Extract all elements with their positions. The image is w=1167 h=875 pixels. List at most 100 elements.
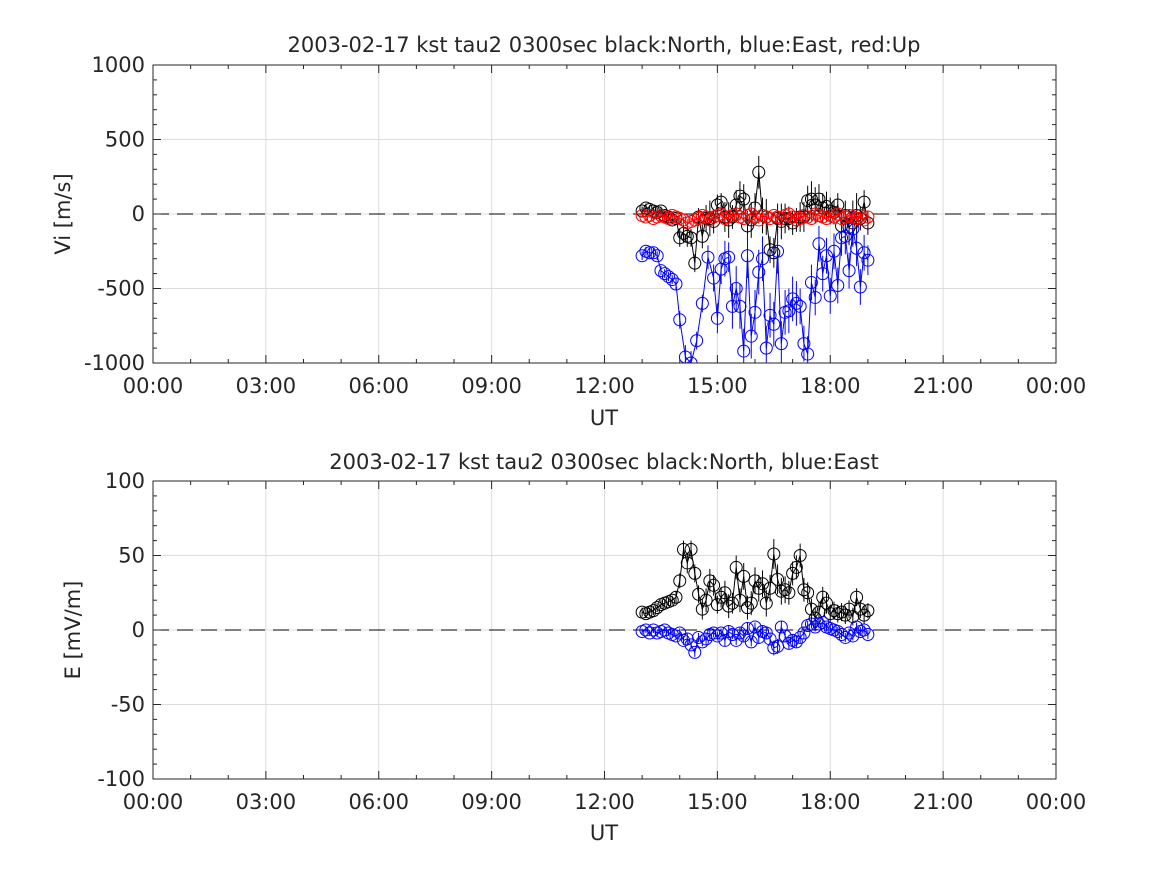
efield-panel-point-north [718,586,732,600]
efield-panel-point-east [688,645,702,659]
velocity-panel-point-east [665,273,679,287]
efield-panel-point-north [740,601,754,615]
efield-panel-point-east [797,626,811,640]
velocity-panel-series-up [635,207,875,230]
velocity-panel-series [635,155,875,363]
efield-panel-point-north [793,549,807,562]
velocity-panel-point-up [793,211,807,225]
velocity-panel-point-east [812,237,826,251]
velocity-panel-point-east [819,249,833,263]
efield-panel-point-north [695,602,709,616]
velocity-panel-point-north [695,229,709,243]
velocity-panel-point-north [673,231,687,245]
velocity-panel-point-up [729,207,743,221]
efield-panel-point-north [778,583,792,597]
velocity-panel-xtick-label: 03:00 [236,374,297,398]
velocity-panel-point-up [661,211,675,225]
efield-panel-point-north [759,596,773,610]
efield-panel-point-north [665,593,679,607]
velocity-panel-xtick-label: 06:00 [348,374,409,398]
efield-panel-point-north [756,577,770,591]
efield-panel-point-north [771,572,785,586]
velocity-panel-point-up [699,210,713,224]
velocity-panel-point-east [737,344,751,358]
velocity-panel: 2003-02-17 kst tau2 0300sec black:North,… [51,33,1086,430]
efield-panel-point-north [703,574,717,588]
velocity-panel-ytick-label: -500 [97,277,145,301]
efield-panel-point-east [774,620,788,634]
velocity-panel-point-east [733,299,747,313]
velocity-panel-point-up [703,213,717,227]
velocity-panel-point-east [710,311,724,325]
velocity-panel-title: 2003-02-17 kst tau2 0300sec black:North,… [288,33,921,57]
velocity-panel-xtick-label: 12:00 [574,374,635,398]
velocity-panel-point-east [643,246,657,260]
velocity-panel-point-east [808,290,822,304]
efield-panel-ylabel: E [mV/m] [61,581,85,680]
velocity-panel-point-up [850,211,864,225]
velocity-panel-point-east [695,296,709,310]
efield-panel-point-north [707,578,721,592]
velocity-panel-point-east [831,279,845,293]
velocity-panel-point-north [688,256,702,270]
efield-panel-xtick-label: 03:00 [236,790,297,814]
velocity-panel-point-east [774,337,788,351]
velocity-panel-xtick-label: 00:00 [123,374,184,398]
velocity-panel-point-east [842,264,856,278]
efield-panel-point-east [804,617,818,631]
efield-panel-xtick-label: 18:00 [800,790,861,814]
efield-panel-point-north [737,569,751,583]
velocity-panel-point-east [707,271,721,285]
efield-panel-point-east [835,627,849,641]
velocity-panel-series-line-east [641,228,869,363]
efield-panel-point-east [763,632,777,646]
efield-panel-point-north [729,560,743,574]
velocity-panel-point-up [853,208,867,222]
velocity-panel-ytick-label: 500 [105,128,145,152]
velocity-panel-xtick-label: 00:00 [1026,374,1087,398]
velocity-panel-point-north [857,195,871,209]
velocity-panel-point-up [857,213,871,227]
efield-panel-point-east [846,629,860,643]
efield-panel-point-east [793,630,807,644]
efield-panel-point-north [748,574,762,588]
efield-panel-series-north [635,539,875,629]
efield-panel-point-north [823,607,837,621]
velocity-panel-point-east [827,244,841,258]
velocity-panel-point-north [752,165,766,179]
velocity-panel-point-east [853,280,867,294]
velocity-panel-point-east [752,265,766,279]
velocity-panel-point-up [677,213,691,227]
velocity-panel-point-east [661,270,675,284]
velocity-panel-point-east [793,299,807,313]
velocity-panel-point-up [748,210,762,224]
efield-panel-point-north [722,599,736,613]
velocity-panel-point-east [763,308,777,322]
velocity-panel-point-east [850,241,864,255]
efield-panel-xtick-label: 00:00 [123,790,184,814]
efield-panel-ytick-label: 0 [132,618,145,642]
efield-panel-ytick-label: 100 [105,469,145,493]
efield-panel-point-east [733,626,747,640]
velocity-panel-point-east [801,347,815,361]
efield-panel-xtick-label: 21:00 [913,790,974,814]
efield-panel-xlabel: UT [590,821,618,845]
velocity-panel-point-east [646,246,660,260]
velocity-panel-point-north [710,198,724,212]
velocity-panel-point-east [729,282,743,295]
efield-panel-point-east [789,635,803,649]
velocity-panel-point-east [684,356,698,363]
efield-panel-point-north [677,543,691,557]
velocity-panel-point-north [812,192,826,206]
efield-panel-point-north [673,574,687,588]
efield-panel-xtick-label: 15:00 [687,790,748,814]
velocity-panel-point-up [714,207,728,221]
velocity-panel-point-east [669,277,683,291]
velocity-panel-point-east [816,267,830,281]
efield-panel-xtick-label: 06:00 [348,790,409,814]
velocity-panel-xtick-label: 15:00 [687,374,748,398]
efield-panel-point-east [729,633,743,647]
velocity-panel-point-east [759,341,773,355]
velocity-panel-point-east [756,252,770,266]
velocity-panel-point-east [673,313,687,327]
